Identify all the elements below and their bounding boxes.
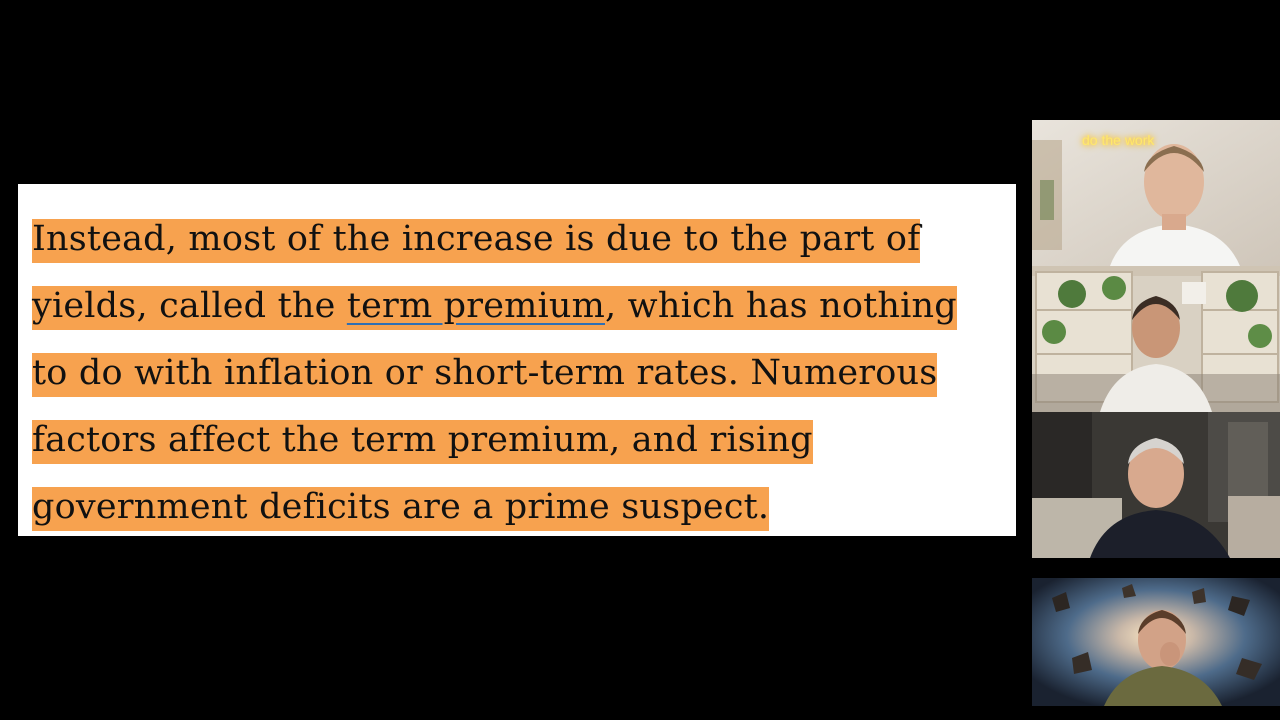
participant-video-1[interactable]: do the work (1032, 120, 1280, 266)
highlighted-text: yields, called the (32, 286, 347, 330)
participant-2-video-frame (1032, 266, 1280, 412)
highlighted-text: factors affect the term premium, and ris… (32, 420, 813, 464)
participant-3-video-frame (1032, 412, 1280, 558)
participant-video-2[interactable] (1032, 266, 1280, 412)
quote-line-1: Instead, most of the increase is due to … (32, 206, 1016, 273)
participant-1-video-frame (1032, 120, 1280, 266)
term-premium-link[interactable]: term premium (346, 286, 606, 330)
quote-line-5: government deficits are a prime suspect. (32, 474, 1016, 541)
highlighted-text: to do with inflation or short-term rates… (32, 353, 938, 397)
neon-sign: do the work (1082, 132, 1155, 148)
participant-video-4[interactable] (1032, 578, 1280, 706)
participant-4-video-frame (1032, 578, 1280, 706)
highlighted-text: , which has nothing (605, 286, 957, 330)
quote-line-4: factors affect the term premium, and ris… (32, 407, 1016, 474)
quote-line-2: yields, called the term premium, which h… (32, 273, 1016, 340)
shared-screen-quote: Instead, most of the increase is due to … (18, 184, 1016, 536)
highlighted-text: Instead, most of the increase is due to … (32, 219, 921, 263)
participant-video-3[interactable] (1032, 412, 1280, 558)
quote-line-3: to do with inflation or short-term rates… (32, 340, 1016, 407)
highlighted-text: government deficits are a prime suspect. (32, 487, 770, 531)
